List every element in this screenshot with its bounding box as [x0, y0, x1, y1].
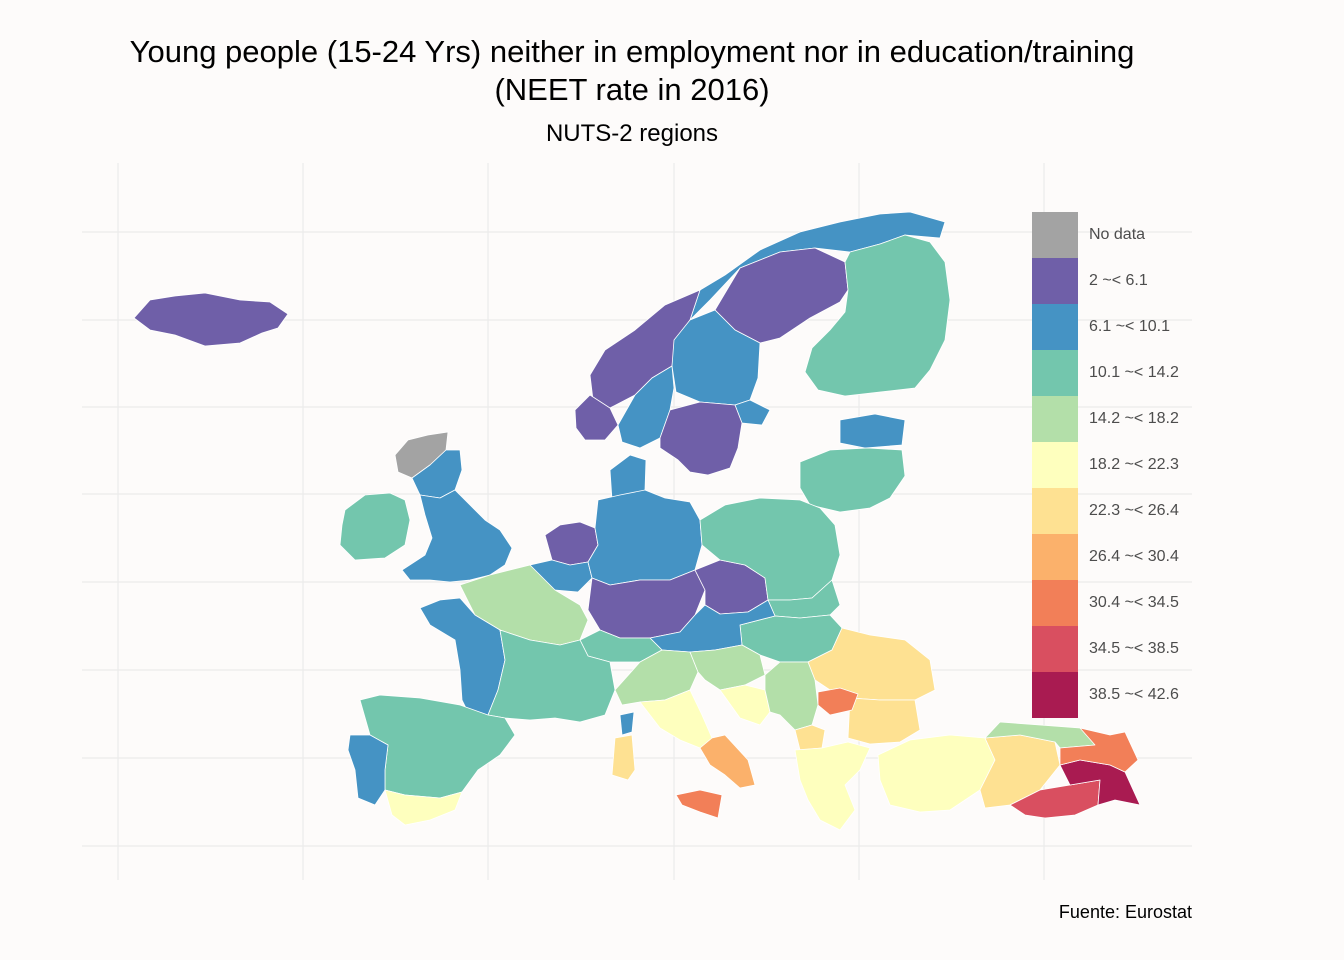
region-southern-sweden — [659, 401, 743, 476]
chart-title-line1: Young people (15-24 Yrs) neither in empl… — [129, 34, 1135, 69]
region-iceland — [133, 292, 289, 347]
region-oslo-norway — [617, 365, 675, 449]
region-central-sweden — [671, 309, 761, 406]
region-southern-italy — [699, 734, 756, 789]
legend-swatch — [1032, 626, 1078, 672]
legend-label: 34.5 ~< 38.5 — [1089, 640, 1179, 657]
region-sardinia — [611, 734, 636, 781]
region-andalusia — [384, 789, 463, 826]
region-serbia — [764, 661, 819, 731]
legend-swatch — [1032, 580, 1078, 626]
legend-item: No data — [1032, 212, 1212, 258]
region-greece — [794, 741, 871, 831]
region-northern-germany — [587, 489, 703, 586]
region-northern-norway — [689, 211, 946, 321]
legend-item: 6.1 ~< 10.1 — [1032, 304, 1212, 350]
source-caption: Fuente: Eurostat — [1058, 902, 1192, 922]
region-southern-norway — [574, 394, 619, 441]
region-north-eastern-turkey — [1059, 727, 1139, 773]
region-north-macedonia — [794, 724, 826, 751]
legend-item: 10.1 ~< 14.2 — [1032, 350, 1212, 396]
legend-item: 18.2 ~< 22.3 — [1032, 442, 1212, 488]
legend-swatch — [1032, 488, 1078, 534]
region-western-turkey — [877, 734, 996, 813]
legend-item: 34.5 ~< 38.5 — [1032, 626, 1212, 672]
legend-item: 22.3 ~< 26.4 — [1032, 488, 1212, 534]
region-portugal — [347, 734, 389, 806]
region-france-south — [487, 629, 616, 723]
legend-label: 2 ~< 6.1 — [1089, 272, 1148, 289]
region-croatia-coast — [719, 684, 771, 726]
region-estonia — [839, 413, 906, 449]
legend-label: 26.4 ~< 30.4 — [1089, 548, 1179, 565]
region-latvia-lithuania — [799, 447, 906, 513]
region-corsica — [619, 711, 635, 736]
region-slovenia-croatia — [689, 644, 766, 691]
map-legend: No data 2 ~< 6.1 6.1 ~< 10.1 10.1 ~< 14.2 14… — [1032, 212, 1212, 718]
legend-label: No data — [1089, 226, 1146, 243]
legend-item: 26.4 ~< 30.4 — [1032, 534, 1212, 580]
legend-swatch — [1032, 212, 1078, 258]
region-bulgaria — [847, 697, 921, 745]
legend-label: 18.2 ~< 22.3 — [1089, 456, 1179, 473]
legend-swatch — [1032, 258, 1078, 304]
legend-swatch — [1032, 442, 1078, 488]
region-finland — [804, 234, 951, 397]
legend-swatch — [1032, 396, 1078, 442]
legend-label: 38.5 ~< 42.6 — [1089, 686, 1179, 703]
legend-item: 14.2 ~< 18.2 — [1032, 396, 1212, 442]
legend-label: 22.3 ~< 26.4 — [1089, 502, 1179, 519]
region-northern-italy — [614, 649, 699, 706]
legend-item: 30.4 ~< 34.5 — [1032, 580, 1212, 626]
legend-swatch — [1032, 304, 1078, 350]
legend-label: 6.1 ~< 10.1 — [1089, 318, 1170, 335]
region-northern-sweden — [714, 247, 849, 344]
region-england — [401, 489, 513, 583]
map-regions — [133, 211, 1141, 831]
region-sicily — [675, 789, 723, 819]
legend-label: 30.4 ~< 34.5 — [1089, 594, 1179, 611]
legend-swatch — [1032, 672, 1078, 718]
legend-item: 38.5 ~< 42.6 — [1032, 672, 1212, 718]
legend-label: 14.2 ~< 18.2 — [1089, 410, 1179, 427]
chart-subtitle: NUTS-2 regions — [545, 120, 719, 147]
chart-title-line2: (NEET rate in 2016) — [494, 72, 770, 107]
legend-item: 2 ~< 6.1 — [1032, 258, 1212, 304]
legend-swatch — [1032, 534, 1078, 580]
legend-swatch — [1032, 350, 1078, 396]
region-ireland — [339, 492, 411, 561]
legend-label: 10.1 ~< 14.2 — [1089, 364, 1179, 381]
